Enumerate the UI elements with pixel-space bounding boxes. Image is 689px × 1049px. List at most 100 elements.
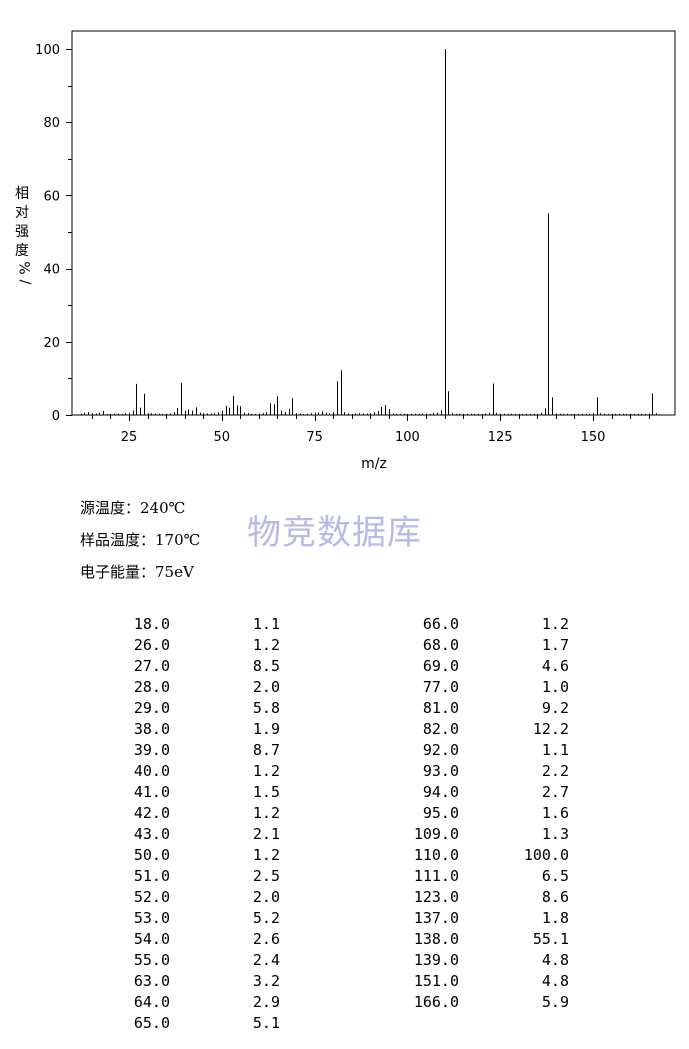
peak-mz: 42.0 (133, 804, 170, 822)
peak-intensity: 12.2 (532, 720, 569, 738)
peak-intensity: 1.1 (541, 741, 569, 759)
peak-mz: 40.0 (133, 762, 170, 780)
peak-intensity: 1.7 (541, 636, 569, 654)
peak-mz: 151.0 (413, 972, 459, 990)
electron-energy: 电子能量：75eV (80, 563, 194, 581)
peak-intensity: 5.1 (252, 1014, 280, 1032)
peak-mz: 69.0 (422, 657, 459, 675)
peak-intensity: 1.2 (252, 804, 280, 822)
peak-mz: 166.0 (413, 993, 459, 1011)
x-tick-label: 100 (395, 430, 420, 445)
peak-intensity: 3.2 (252, 972, 280, 990)
peak-mz: 38.0 (133, 720, 170, 738)
peak-mz: 111.0 (413, 867, 459, 885)
peak-mz: 137.0 (413, 909, 459, 927)
x-tick-label: 125 (488, 430, 513, 445)
peak-intensity: 2.0 (252, 888, 280, 906)
peak-mz: 51.0 (133, 867, 170, 885)
peak-intensity: 55.1 (532, 930, 569, 948)
peak-intensity: 8.5 (252, 657, 280, 675)
peak-mz: 41.0 (133, 783, 170, 801)
peak-mz: 94.0 (422, 783, 459, 801)
peak-mz: 64.0 (133, 993, 170, 1011)
plot-frame (71, 30, 676, 416)
peak-intensity: 1.2 (541, 615, 569, 633)
peak-intensity: 2.9 (252, 993, 280, 1011)
peak-mz: 50.0 (133, 846, 170, 864)
peak-intensity: 5.9 (541, 993, 569, 1011)
peak-mz: 139.0 (413, 951, 459, 969)
peak-mz: 68.0 (422, 636, 459, 654)
peak-mz: 29.0 (133, 699, 170, 717)
peak-intensity: 1.6 (541, 804, 569, 822)
peak-intensity: 2.5 (252, 867, 280, 885)
sample-temperature: 样品温度：170℃ (80, 531, 201, 549)
peak-intensity: 9.2 (541, 699, 569, 717)
peak-mz: 52.0 (133, 888, 170, 906)
x-axis-title: m/z (361, 456, 387, 472)
y-tick-label: 0 (52, 409, 60, 424)
peak-intensity: 1.2 (252, 762, 280, 780)
peak-intensity: 2.2 (541, 762, 569, 780)
peak-mz: 53.0 (133, 909, 170, 927)
y-tick-label: 80 (43, 116, 60, 131)
peak-intensity: 1.9 (252, 720, 280, 738)
peak-mz: 92.0 (422, 741, 459, 759)
peak-mz: 54.0 (133, 930, 170, 948)
peak-mz: 63.0 (133, 972, 170, 990)
peak-mz: 82.0 (422, 720, 459, 738)
peak-intensity: 2.6 (252, 930, 280, 948)
peak-mz: 39.0 (133, 741, 170, 759)
peak-intensity: 2.0 (252, 678, 280, 696)
peak-intensity: 5.2 (252, 909, 280, 927)
peak-intensity: 2.7 (541, 783, 569, 801)
peak-intensity: 1.8 (541, 909, 569, 927)
y-tick-label: 20 (43, 336, 60, 351)
peak-intensity: 8.7 (252, 741, 280, 759)
peak-intensity: 4.8 (541, 951, 569, 969)
peak-mz: 18.0 (133, 615, 170, 633)
peak-mz: 65.0 (133, 1014, 170, 1032)
peak-mz: 81.0 (422, 699, 459, 717)
source-temperature: 源温度：240℃ (80, 499, 186, 517)
peak-intensity: 100.0 (523, 846, 569, 864)
peak-mz: 95.0 (422, 804, 459, 822)
peak-intensity: 1.5 (252, 783, 280, 801)
peak-intensity: 2.1 (252, 825, 280, 843)
peak-intensity: 1.2 (252, 846, 280, 864)
peak-mz: 109.0 (413, 825, 459, 843)
peak-intensity: 5.8 (252, 699, 280, 717)
peak-intensity: 6.5 (541, 867, 569, 885)
y-axis-title-char: 相 (15, 186, 29, 202)
peak-mz: 66.0 (422, 615, 459, 633)
y-axis-title-char: 强 (15, 224, 29, 240)
peak-mz: 93.0 (422, 762, 459, 780)
peak-intensity: 1.3 (541, 825, 569, 843)
peak-mz: 28.0 (133, 678, 170, 696)
y-tick-label: 100 (35, 43, 60, 58)
x-tick-label: 50 (214, 430, 231, 445)
peak-intensity: 8.6 (541, 888, 569, 906)
x-tick-label: 25 (121, 430, 138, 445)
peak-mz: 138.0 (413, 930, 459, 948)
peak-mz: 27.0 (133, 657, 170, 675)
peak-intensity: 1.2 (252, 636, 280, 654)
peak-intensity: 2.4 (252, 951, 280, 969)
peak-intensity: 4.6 (541, 657, 569, 675)
peak-mz: 77.0 (422, 678, 459, 696)
peak-mz: 26.0 (133, 636, 170, 654)
y-tick-label: 40 (43, 263, 60, 278)
peak-intensity: 4.8 (541, 972, 569, 990)
y-axis-title-char: / (18, 279, 34, 284)
peak-intensity: 1.0 (541, 678, 569, 696)
peak-mz: 55.0 (133, 951, 170, 969)
peak-mz: 110.0 (413, 846, 459, 864)
peak-mz: 43.0 (133, 825, 170, 843)
x-tick-label: 75 (306, 430, 323, 445)
y-tick-label: 60 (43, 189, 60, 204)
x-tick-label: 150 (581, 430, 606, 445)
y-axis-title-char: 度 (15, 243, 29, 259)
watermark: 物竞数据库 (247, 513, 422, 553)
